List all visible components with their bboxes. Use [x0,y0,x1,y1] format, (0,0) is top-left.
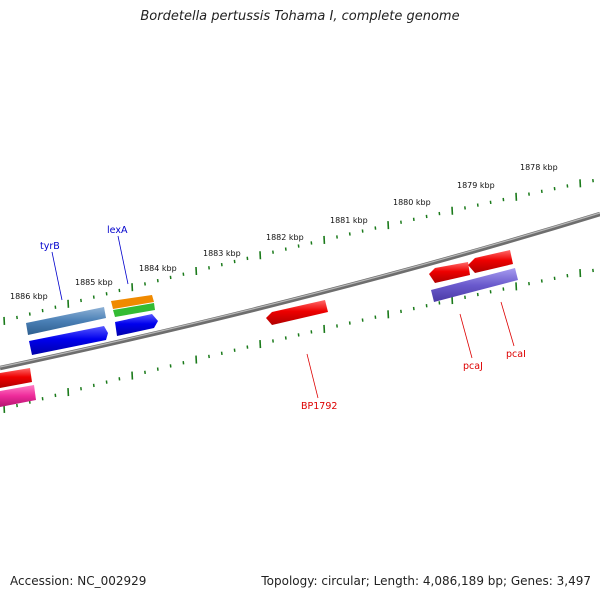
gene-label-BP1792[interactable]: BP1792 [301,401,337,412]
kbp-label-1880: 1880 kbp [393,198,431,207]
gene-pcaI-feature[interactable] [468,250,513,273]
gene-blue-arrow-2[interactable] [115,314,158,336]
kbp-label-1882: 1882 kbp [266,233,304,242]
kbp-label-1886: 1886 kbp [10,292,48,301]
map-title: Bordetella pertussis Tohama I, complete … [140,9,460,24]
kbp-label-1881: 1881 kbp [330,216,368,225]
forward-genes [0,295,158,407]
gene-magenta-left[interactable] [0,385,36,407]
gene-lexA-green[interactable] [113,303,155,317]
outer-tick-ruler [3,178,594,325]
kbp-label-1879: 1879 kbp [457,181,495,190]
kbp-label-1884: 1884 kbp [139,264,177,273]
gene-purple-feature[interactable] [431,268,518,302]
accession-text: Accession: NC_002929 [10,574,147,588]
gene-lexA-orange[interactable] [111,295,154,309]
gene-label-pcaJ[interactable]: pcaJ [463,361,483,372]
gene-label-lexA[interactable]: lexA [107,225,128,236]
kbp-label-1883: 1883 kbp [203,249,241,258]
gene-BP1792-feature[interactable] [266,300,328,325]
leader-lines [51,235,515,399]
kbp-label-1885: 1885 kbp [75,278,113,287]
genome-backbone [0,211,600,371]
gene-blue-arrow-1[interactable] [29,326,108,355]
gene-label-pcaI[interactable]: pcaI [506,349,526,360]
gene-pcaJ-feature[interactable] [429,262,470,283]
kbp-label-1878: 1878 kbp [520,163,558,172]
kbp-labels: 1886 kbp 1885 kbp 1884 kbp 1883 kbp 1882… [10,163,558,301]
gene-red-left-1[interactable] [0,368,32,388]
inner-tick-ruler [3,268,594,413]
genome-stats-text: Topology: circular; Length: 4,086,189 bp… [261,574,591,588]
gene-tyrB-feature[interactable] [26,307,106,335]
reverse-genes [266,250,518,325]
gene-label-tyrB[interactable]: tyrB [40,241,60,252]
gene-labels: tyrB lexA BP1792 pcaJ pcaI [40,225,526,412]
